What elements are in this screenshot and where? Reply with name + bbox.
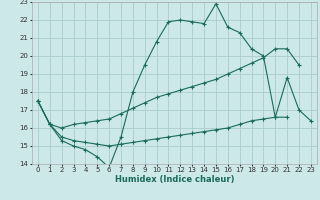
X-axis label: Humidex (Indice chaleur): Humidex (Indice chaleur) [115,175,234,184]
